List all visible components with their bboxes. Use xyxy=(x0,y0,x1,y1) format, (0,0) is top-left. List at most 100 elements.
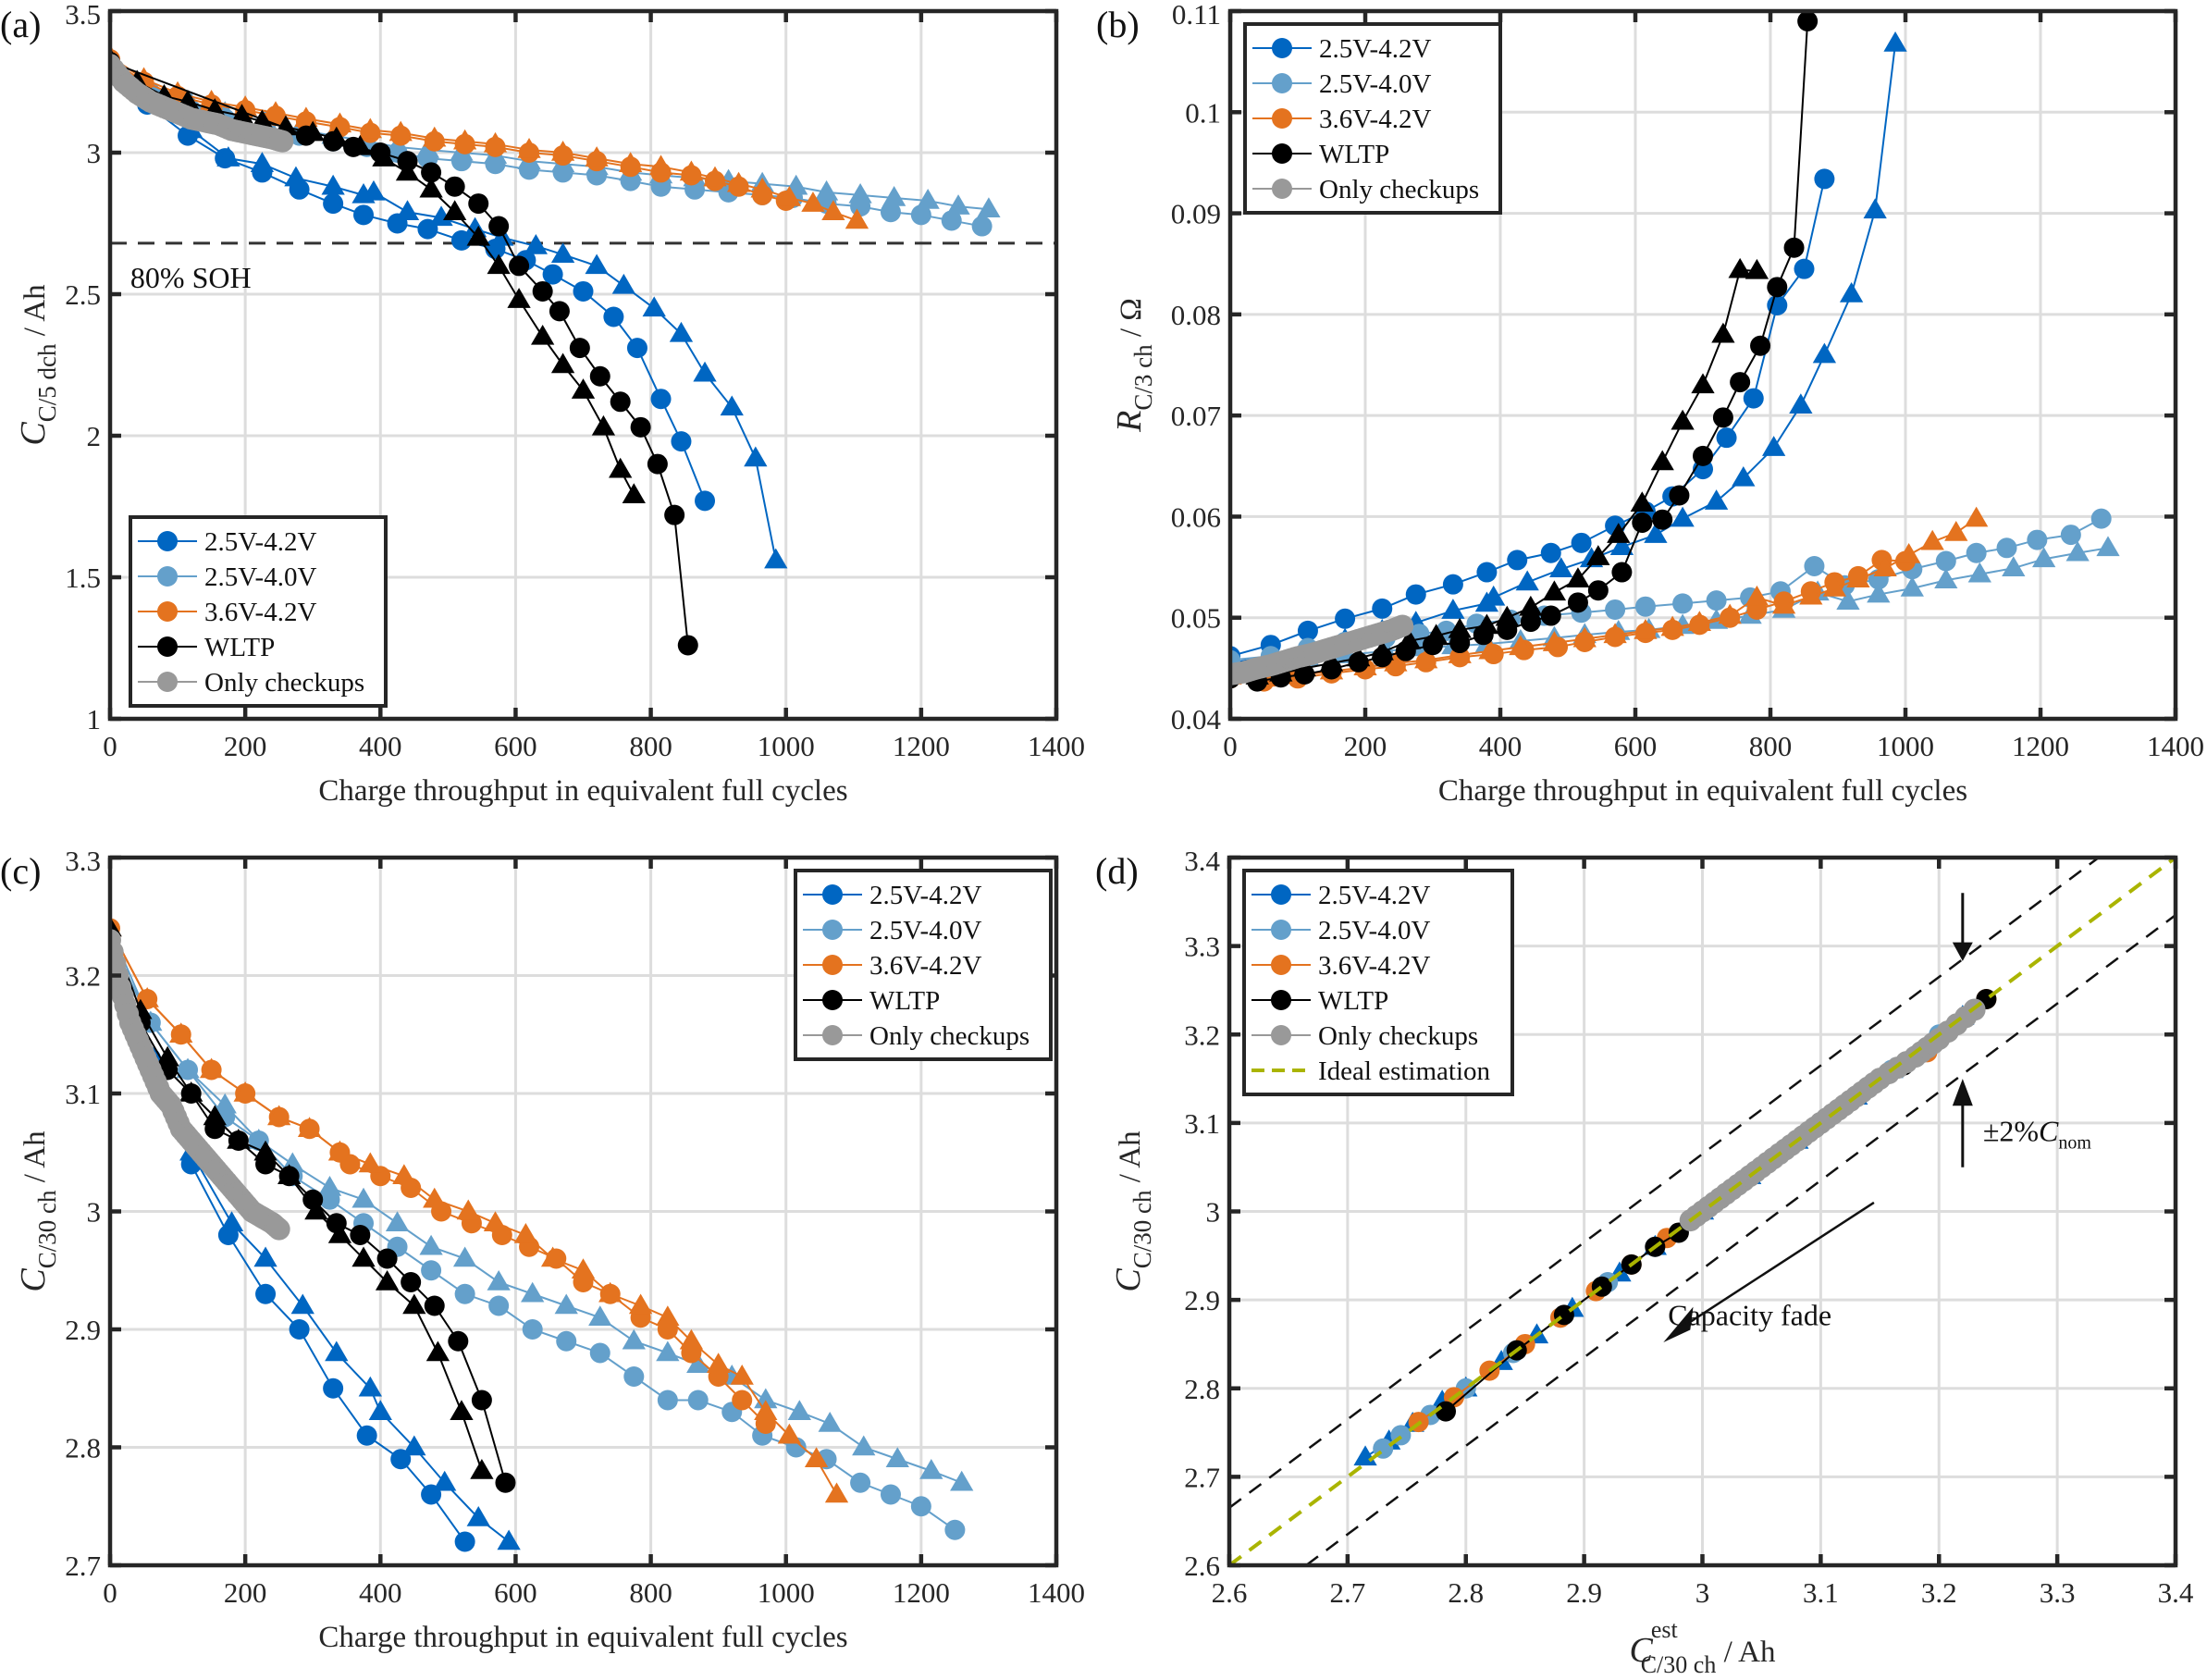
data-point xyxy=(950,1470,974,1491)
y-tick-label: 0.1 xyxy=(1185,96,1221,129)
legend-label: Only checkups xyxy=(1319,175,1479,204)
data-point xyxy=(744,446,768,467)
tolerance-label-pct: ±2% xyxy=(1983,1114,2039,1147)
y-tick-label: 3 xyxy=(1206,1196,1221,1229)
legend-marker-icon xyxy=(822,990,843,1010)
data-point xyxy=(1672,593,1694,614)
series-2-5v-4-2v xyxy=(110,50,788,569)
y-tick-label: 0.09 xyxy=(1171,198,1221,230)
data-point xyxy=(2090,508,2112,529)
data-point xyxy=(372,146,396,167)
data-point xyxy=(550,141,575,161)
data-point xyxy=(454,1531,475,1552)
data-point xyxy=(267,1105,291,1126)
legend-item: WLTP xyxy=(1252,140,1389,169)
data-point xyxy=(213,1093,237,1114)
data-point xyxy=(253,1140,277,1161)
x-tick-label: 1000 xyxy=(1877,730,1934,762)
data-point xyxy=(1611,562,1633,583)
data-point xyxy=(169,1022,193,1044)
x-tick-label: 3 xyxy=(1695,1576,1710,1609)
data-point xyxy=(216,146,240,167)
data-point xyxy=(166,80,190,102)
data-point xyxy=(882,186,906,206)
data-point xyxy=(452,1246,477,1267)
data-point xyxy=(1743,388,1764,409)
data-point xyxy=(488,216,510,237)
data-point xyxy=(395,160,420,181)
x-tick-label: 2.9 xyxy=(1566,1576,1602,1609)
y-tick-label: 2.5 xyxy=(65,278,101,311)
data-point xyxy=(1799,584,1823,605)
y-tick-label: 2.8 xyxy=(65,1432,101,1464)
x-tick-label: 1000 xyxy=(758,730,815,762)
y-tick-label: 3.2 xyxy=(65,960,101,993)
x-tick-label: 1400 xyxy=(1028,1576,1085,1609)
data-point xyxy=(1405,584,1426,605)
data-point xyxy=(2065,540,2090,562)
data-point xyxy=(229,104,254,124)
data-point xyxy=(297,1117,322,1138)
data-point xyxy=(679,1328,704,1350)
y-axis-label: RC/3 ch / Ω xyxy=(1110,298,1157,433)
capacity-fade-label: Capacity fade xyxy=(1668,1298,1831,1331)
legend-marker-icon xyxy=(157,531,178,551)
data-point xyxy=(1836,589,1860,611)
data-point xyxy=(362,179,386,201)
data-point xyxy=(1587,580,1609,601)
data-point xyxy=(1384,650,1408,672)
data-point xyxy=(1704,489,1729,510)
data-point xyxy=(554,1293,578,1315)
data-point xyxy=(1520,611,1541,633)
data-point xyxy=(1495,605,1519,626)
x-tick-label: 400 xyxy=(1479,730,1523,762)
data-point xyxy=(1767,277,1788,298)
x-tick-label: 600 xyxy=(494,730,537,762)
data-point xyxy=(1996,537,2017,559)
legend-label: WLTP xyxy=(204,633,275,662)
data-point xyxy=(1542,631,1567,651)
data-point xyxy=(255,1283,277,1304)
data-point xyxy=(1634,618,1658,639)
data-point xyxy=(556,1330,577,1352)
tolerance-label: ±2%Cnom xyxy=(1983,1114,2092,1153)
data-point xyxy=(852,1435,876,1456)
x-tick-label: 600 xyxy=(1614,730,1658,762)
data-point xyxy=(1711,322,1735,343)
x-tick-label: 0 xyxy=(1223,730,1238,762)
data-point xyxy=(726,171,751,192)
data-layer xyxy=(1229,858,2176,1565)
x-tick-label: 800 xyxy=(629,730,672,762)
y-axis-label-main: C xyxy=(1109,1268,1148,1292)
data-point xyxy=(1728,257,1752,278)
legend-item: WLTP xyxy=(1251,986,1388,1016)
data-point xyxy=(720,395,744,416)
data-point xyxy=(623,1366,645,1387)
data-point xyxy=(2096,536,2120,557)
data-point xyxy=(524,234,548,254)
data-point xyxy=(647,453,668,475)
y-tick-label: 3 xyxy=(87,137,102,169)
legend-item: WLTP xyxy=(803,986,940,1016)
data-point xyxy=(179,1081,203,1102)
data-point xyxy=(199,1057,224,1079)
axes xyxy=(107,8,1059,722)
data-point xyxy=(323,193,344,215)
data-point xyxy=(642,296,666,317)
x-axis-label: Cest C/30 ch / Ah xyxy=(1629,1616,1776,1678)
data-point xyxy=(448,1330,469,1352)
data-point xyxy=(750,177,774,198)
data-point xyxy=(385,1211,410,1232)
data-point xyxy=(845,208,869,229)
data-point xyxy=(419,177,443,198)
y-tick-label: 0.11 xyxy=(1172,0,1221,31)
data-point xyxy=(695,490,716,512)
data-point xyxy=(1474,613,1499,635)
axes xyxy=(1227,8,2178,722)
data-point xyxy=(253,1246,277,1267)
data-point xyxy=(1669,485,1690,506)
series-only-checkups xyxy=(110,54,294,153)
legend: 2.5V-4.2V 2.5V-4.0V 3.6V-4.2V WLTP Only chec… xyxy=(794,869,1053,1061)
x-tick-label: 800 xyxy=(1749,730,1793,762)
x-tick-label: 2.7 xyxy=(1330,1576,1366,1609)
